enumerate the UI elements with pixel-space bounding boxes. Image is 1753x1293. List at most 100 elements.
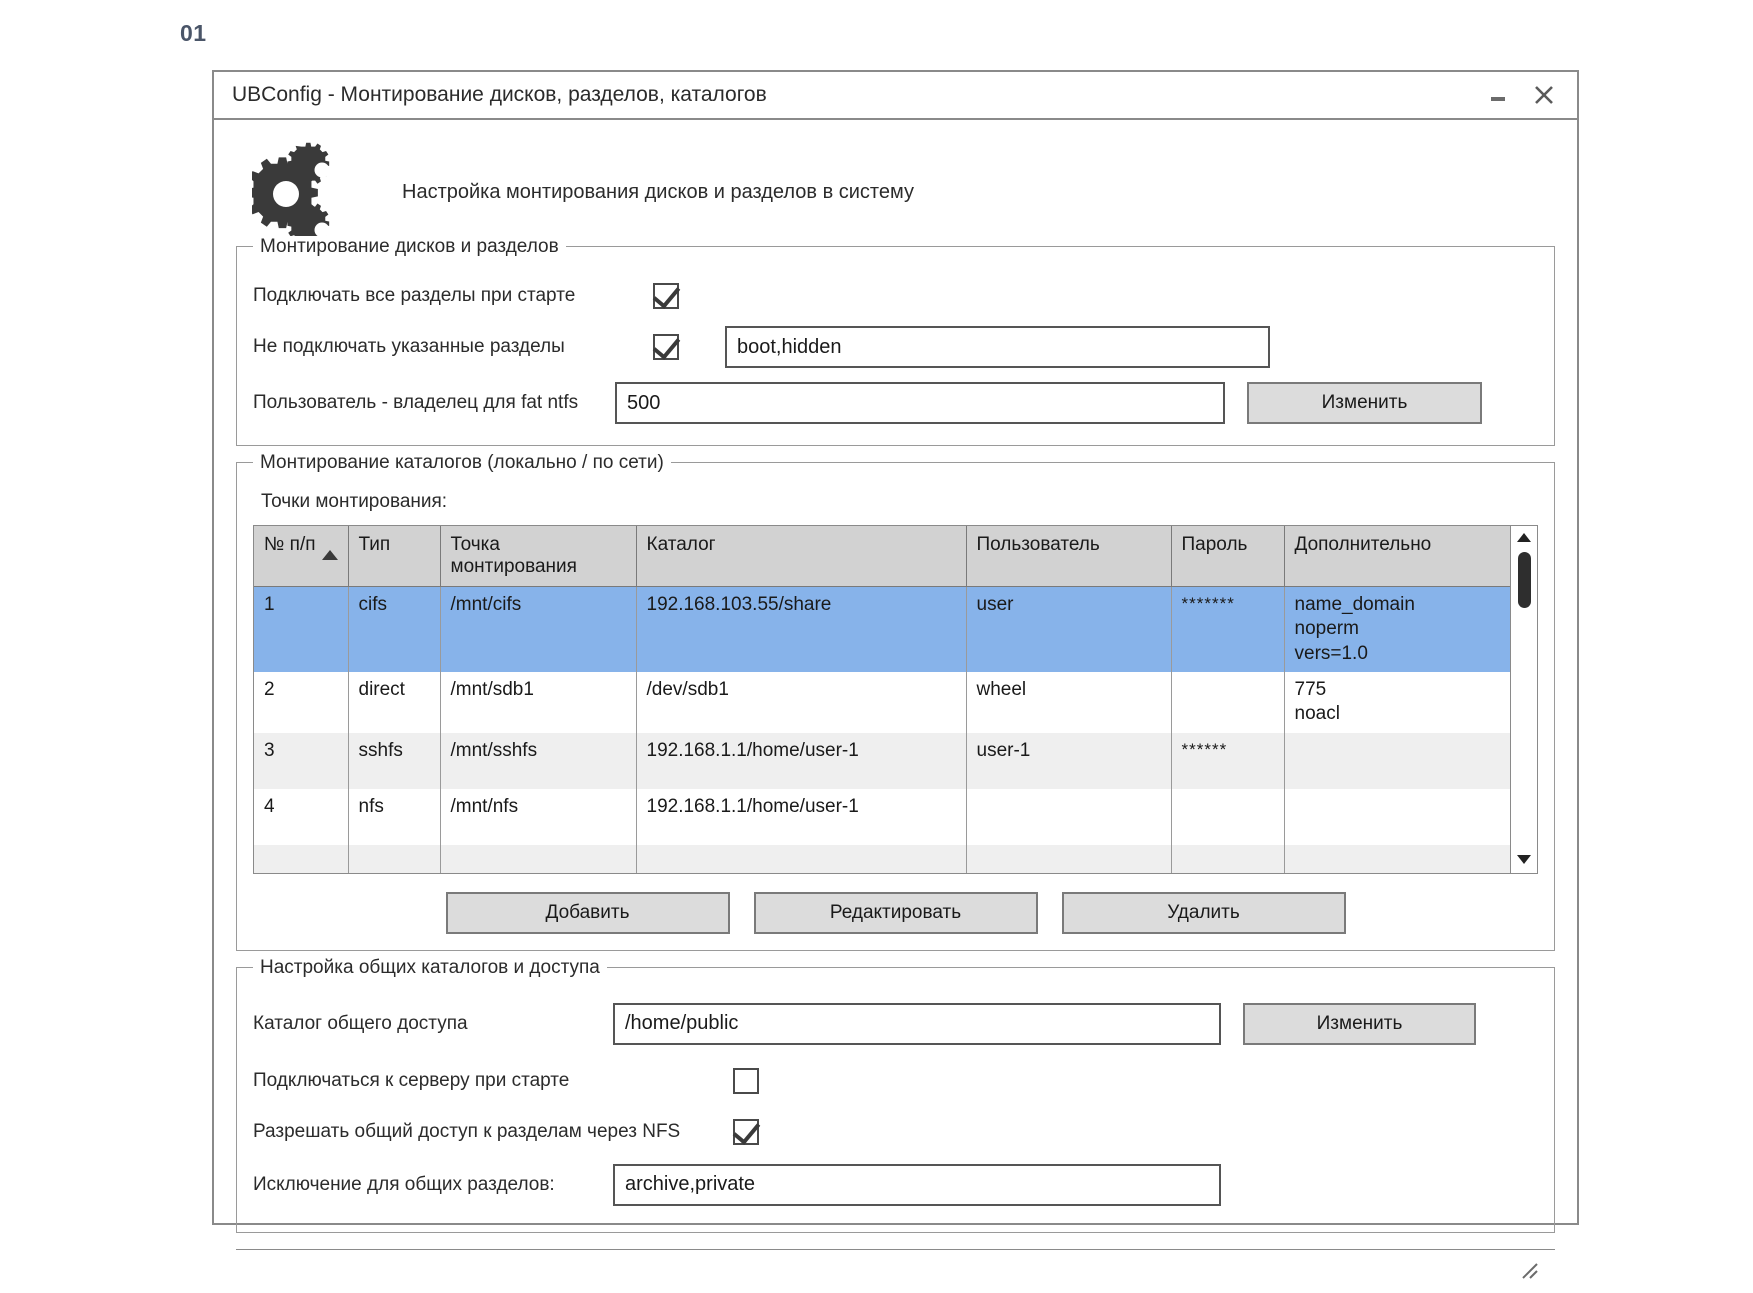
cell-filler xyxy=(1284,844,1510,873)
cell-user xyxy=(966,788,1172,845)
share-exclusion-input[interactable]: archive,private xyxy=(613,1163,1221,1206)
table-row[interactable]: 4 nfs /mnt/nfs 192.168.1.1/home/user-1 xyxy=(254,788,1510,845)
row-connect-on-start: Подключаться к серверу при старте xyxy=(253,1054,1538,1108)
row-allow-nfs: Разрешать общий доступ к разделам через … xyxy=(253,1108,1538,1156)
cell-extra xyxy=(1284,732,1510,789)
scrollbar-thumb[interactable] xyxy=(1517,552,1531,608)
cell-type: cifs xyxy=(348,586,441,672)
cell-mountpoint: /mnt/nfs xyxy=(440,788,637,845)
cell-filler xyxy=(1171,844,1285,873)
column-header-password[interactable]: Пароль xyxy=(1171,526,1285,587)
row-public-directory: Каталог общего доступа /home/public Изме… xyxy=(253,994,1538,1054)
cell-user: user-1 xyxy=(966,732,1172,789)
cell-mountpoint: /mnt/sshfs xyxy=(440,732,637,789)
minimize-button[interactable] xyxy=(1475,75,1521,115)
column-header-index-label: № п/п xyxy=(264,534,316,555)
sort-ascending-icon xyxy=(321,550,338,560)
fat-ntfs-owner-label: Пользователь - владелец для fat ntfs xyxy=(253,392,579,413)
row-share-exclusion: Исключение для общих разделов: archive,p… xyxy=(253,1156,1538,1214)
title-bar: UBConfig - Монтирование дисков, разделов… xyxy=(214,72,1577,120)
status-bar xyxy=(236,1248,1555,1293)
cell-index: 2 xyxy=(254,671,349,733)
column-header-index[interactable]: № п/п xyxy=(254,526,349,587)
cell-password xyxy=(1171,788,1285,845)
row-mount-all-at-start: Подключать все разделы при старте xyxy=(253,273,1538,319)
cell-user: wheel xyxy=(966,671,1172,733)
table-body: 1 cifs /mnt/cifs 192.168.103.55/share us… xyxy=(254,586,1510,873)
group-shared-access-title: Настройка общих каталогов и доступа xyxy=(253,956,607,979)
cell-password xyxy=(1171,671,1285,733)
cell-type: sshfs xyxy=(348,732,441,789)
connect-on-start-label: Подключаться к серверу при старте xyxy=(253,1069,570,1091)
cell-password: ******* xyxy=(1171,586,1285,672)
table-row[interactable]: 2 direct /mnt/sdb1 /dev/sdb1 wheel 775 n… xyxy=(254,671,1510,733)
table-header-row: № п/п Тип Точка монтирования Каталог Пол… xyxy=(254,526,1510,587)
allow-nfs-checkbox[interactable] xyxy=(733,1118,759,1145)
header-banner: Настройка монтирования дисков и разделов… xyxy=(236,138,1555,246)
mount-points-caption: Точки монтирования: xyxy=(261,491,448,512)
cell-extra xyxy=(1284,789,1510,845)
banner-description: Настройка монтирования дисков и разделов… xyxy=(402,180,914,203)
exclude-partitions-checkbox[interactable] xyxy=(653,334,679,360)
share-exclusion-label: Исключение для общих разделов: xyxy=(253,1173,555,1195)
cell-filler xyxy=(254,844,349,873)
scroll-up-button[interactable] xyxy=(1511,526,1537,548)
exclude-partitions-input[interactable]: boot,hidden xyxy=(725,326,1270,368)
cell-type: direct xyxy=(348,671,441,733)
caret-down-icon xyxy=(1517,855,1531,865)
public-directory-label: Каталог общего доступа xyxy=(253,1012,468,1034)
application-window: UBConfig - Монтирование дисков, разделов… xyxy=(212,70,1579,1279)
add-mount-button[interactable]: Добавить xyxy=(445,891,730,934)
close-button[interactable] xyxy=(1521,75,1567,115)
cell-catalog: 192.168.103.55/share xyxy=(636,586,967,672)
table-action-buttons: Добавить Редактировать Удалить xyxy=(251,891,1540,934)
table-row[interactable]: 1 cifs /mnt/cifs 192.168.103.55/share us… xyxy=(254,586,1510,672)
cell-catalog: 192.168.1.1/home/user-1 xyxy=(636,732,967,789)
row-exclude-partitions: Не подключать указанные разделы boot,hid… xyxy=(253,319,1538,375)
row-fat-ntfs-owner: Пользователь - владелец для fat ntfs 500… xyxy=(253,375,1538,431)
close-icon xyxy=(1535,86,1553,104)
public-directory-change-button[interactable]: Изменить xyxy=(1243,1002,1476,1045)
cell-catalog: /dev/sdb1 xyxy=(636,671,967,733)
edit-mount-button[interactable]: Редактировать xyxy=(753,891,1038,934)
column-header-catalog[interactable]: Каталог xyxy=(636,526,967,587)
cell-filler xyxy=(348,844,441,873)
mount-points-table-container: № п/п Тип Точка монтирования Каталог Пол… xyxy=(253,525,1538,874)
table-row[interactable]: 3 sshfs /mnt/sshfs 192.168.1.1/home/user… xyxy=(254,732,1510,789)
resize-grip-icon[interactable] xyxy=(1519,1260,1541,1282)
group-catalog-mounting: Монтирование каталогов (локально / по се… xyxy=(236,452,1555,951)
cell-extra: 775 noacl xyxy=(1294,678,1340,725)
public-directory-input[interactable]: /home/public xyxy=(613,1002,1221,1045)
mount-all-checkbox[interactable] xyxy=(653,283,679,309)
table-vertical-scrollbar[interactable] xyxy=(1510,526,1537,873)
caret-up-icon xyxy=(1517,532,1531,542)
cell-index: 1 xyxy=(254,586,349,672)
window-title: UBConfig - Монтирование дисков, разделов… xyxy=(232,83,767,106)
cell-index: 4 xyxy=(254,788,349,845)
fat-ntfs-owner-change-button[interactable]: Изменить xyxy=(1247,382,1482,424)
cell-filler xyxy=(636,844,967,873)
group-disk-mounting: Монтирование дисков и разделов Подключат… xyxy=(236,236,1555,446)
column-header-type[interactable]: Тип xyxy=(348,526,441,587)
gears-icon xyxy=(252,142,330,242)
connect-on-start-checkbox[interactable] xyxy=(733,1067,759,1094)
cell-password: ****** xyxy=(1171,732,1285,789)
column-header-user[interactable]: Пользователь xyxy=(966,526,1172,587)
mount-all-label: Подключать все разделы при старте xyxy=(253,285,576,306)
cell-filler xyxy=(966,844,1172,873)
cell-filler xyxy=(440,844,637,873)
fat-ntfs-owner-input[interactable]: 500 xyxy=(615,382,1225,424)
column-header-extra[interactable]: Дополнительно xyxy=(1284,526,1510,587)
delete-mount-button[interactable]: Удалить xyxy=(1061,891,1346,934)
cell-type: nfs xyxy=(348,788,441,845)
table-row-filler xyxy=(254,844,1510,873)
group-disk-mounting-title: Монтирование дисков и разделов xyxy=(253,236,566,258)
cell-index: 3 xyxy=(254,732,349,789)
group-catalog-mounting-title: Монтирование каталогов (локально / по се… xyxy=(253,452,671,474)
cell-mountpoint: /mnt/sdb1 xyxy=(440,671,637,733)
scroll-down-button[interactable] xyxy=(1511,849,1537,871)
column-header-mountpoint[interactable]: Точка монтирования xyxy=(440,526,637,587)
allow-nfs-label: Разрешать общий доступ к разделам через … xyxy=(253,1120,681,1142)
cell-user: user xyxy=(966,586,1172,672)
mount-points-table: № п/п Тип Точка монтирования Каталог Пол… xyxy=(254,526,1510,873)
